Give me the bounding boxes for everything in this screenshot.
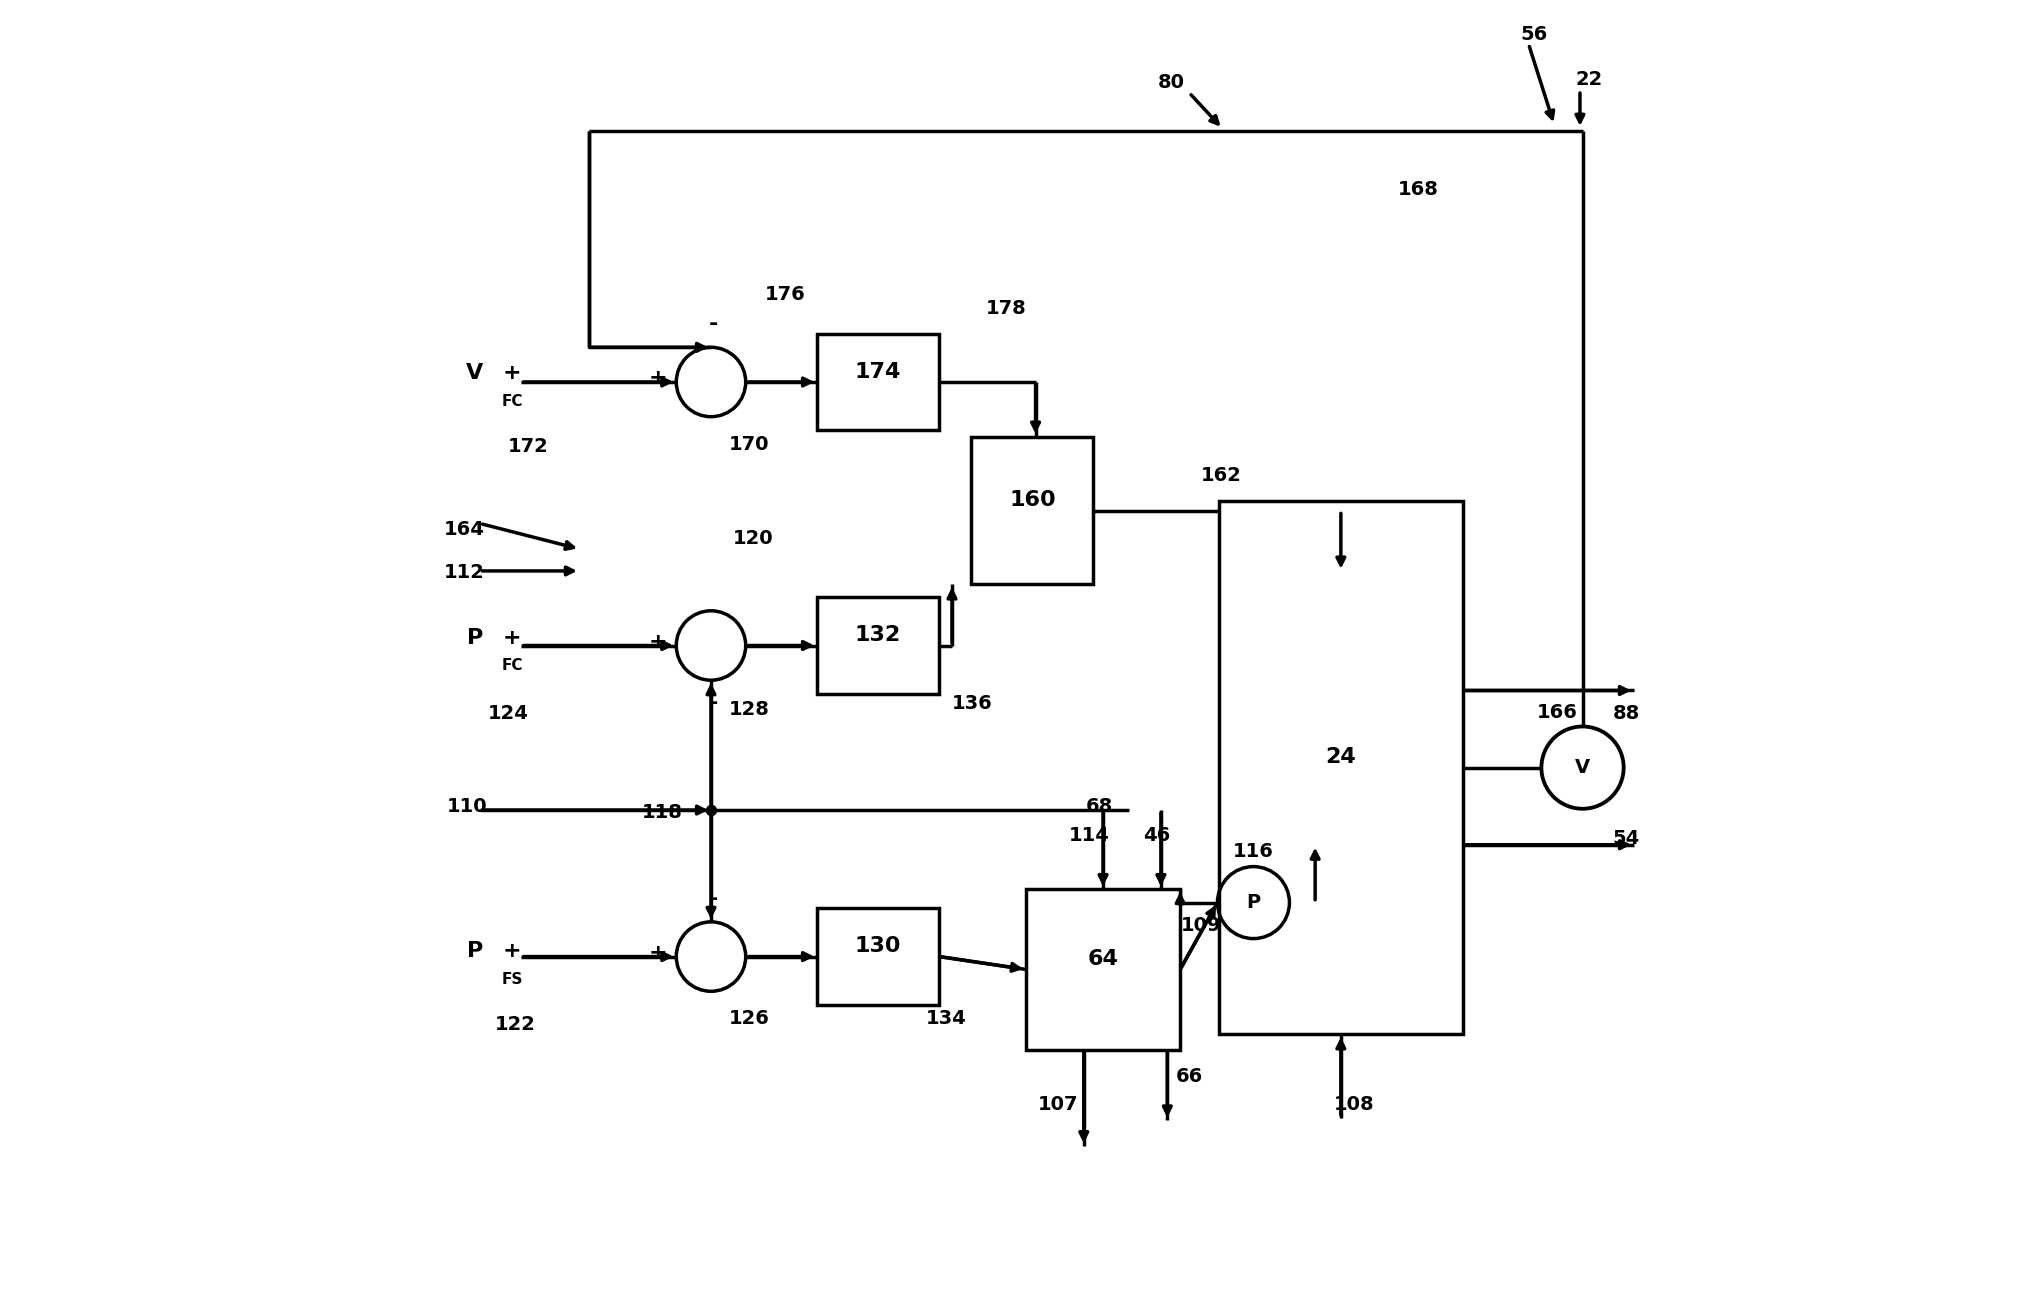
Text: +: + [648, 368, 667, 389]
Bar [818, 598, 940, 693]
Text: P: P [1246, 893, 1260, 911]
Text: 160: 160 [1009, 491, 1056, 510]
Text: 116: 116 [1234, 842, 1274, 861]
Text: 68: 68 [1085, 797, 1113, 816]
Text: 54: 54 [1613, 829, 1639, 848]
Text: 132: 132 [854, 625, 901, 646]
Text: 130: 130 [854, 936, 901, 957]
Text: 128: 128 [730, 700, 771, 719]
Text: 80: 80 [1158, 74, 1185, 92]
Text: 170: 170 [730, 435, 771, 454]
Text: 112: 112 [445, 563, 485, 582]
Text: 56: 56 [1519, 26, 1548, 44]
Text: 126: 126 [730, 1008, 771, 1028]
Text: +: + [648, 942, 667, 963]
Text: FC: FC [502, 394, 522, 408]
Text: 172: 172 [508, 436, 548, 456]
Text: 174: 174 [854, 361, 901, 382]
Text: 114: 114 [1068, 826, 1109, 846]
Text: 110: 110 [447, 797, 487, 816]
Text: 178: 178 [987, 300, 1028, 318]
Text: 22: 22 [1576, 71, 1603, 89]
Text: 136: 136 [952, 693, 993, 713]
Text: FS: FS [502, 972, 522, 988]
Bar [971, 436, 1093, 585]
Text: 107: 107 [1038, 1095, 1079, 1114]
Text: 124: 124 [487, 704, 528, 723]
Text: +: + [502, 363, 522, 383]
Text: 134: 134 [926, 1008, 966, 1028]
Text: 122: 122 [495, 1015, 536, 1034]
Text: P: P [467, 941, 483, 962]
Text: +: + [648, 631, 667, 652]
Text: 118: 118 [642, 803, 683, 822]
Text: 108: 108 [1334, 1095, 1374, 1114]
Bar [1219, 501, 1462, 1034]
Text: +: + [502, 941, 522, 962]
Text: P: P [467, 627, 483, 648]
Text: V: V [1574, 758, 1590, 777]
Bar [1026, 889, 1181, 1050]
Text: +: + [502, 627, 522, 648]
Text: 176: 176 [765, 285, 805, 305]
Bar [818, 909, 940, 1004]
Text: 120: 120 [734, 529, 773, 549]
Text: -: - [710, 888, 718, 909]
Text: 88: 88 [1613, 704, 1639, 723]
Text: 166: 166 [1535, 702, 1578, 722]
Text: 64: 64 [1087, 949, 1119, 970]
Text: 66: 66 [1177, 1066, 1203, 1086]
Text: 164: 164 [445, 520, 485, 540]
Text: 24: 24 [1325, 747, 1356, 767]
Text: FC: FC [502, 658, 522, 674]
Text: -: - [710, 314, 718, 334]
Text: 162: 162 [1201, 466, 1242, 485]
Text: 46: 46 [1144, 826, 1170, 846]
Text: -: - [710, 693, 718, 714]
Text: 109: 109 [1181, 917, 1221, 935]
Text: V: V [467, 363, 483, 383]
Bar [818, 334, 940, 430]
Text: 168: 168 [1397, 179, 1437, 199]
